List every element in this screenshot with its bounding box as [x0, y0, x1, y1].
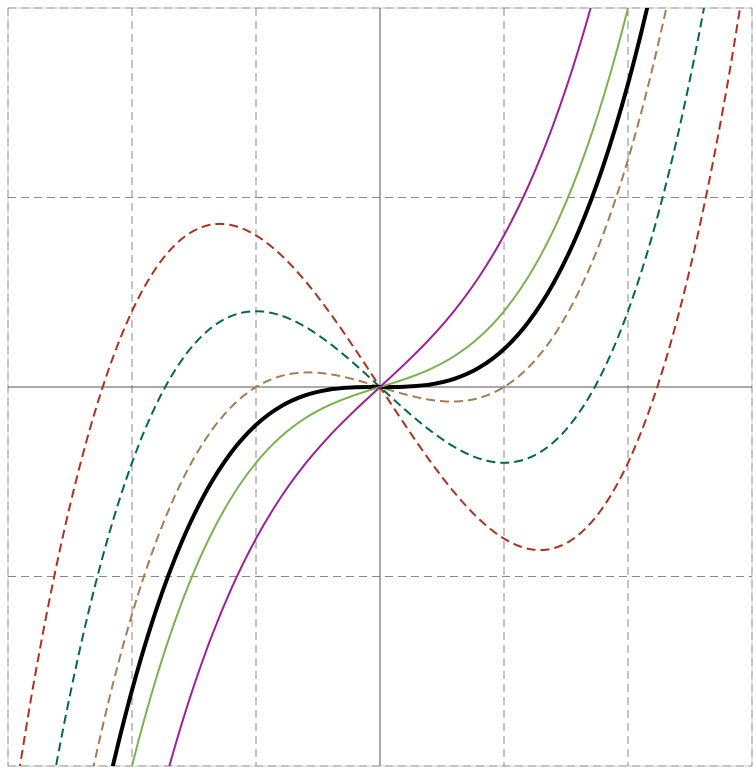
series-group [18, 8, 742, 766]
series-line [168, 8, 592, 766]
series-line [54, 8, 706, 766]
